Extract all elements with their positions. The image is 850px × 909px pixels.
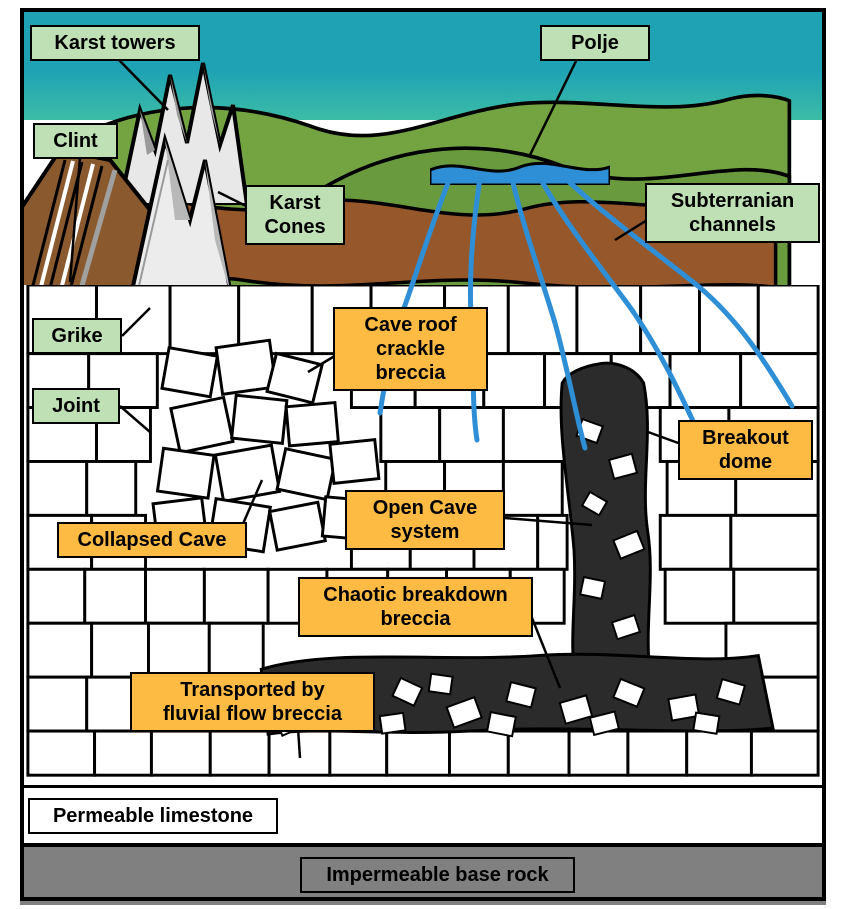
label-open-cave: Open Cave system xyxy=(345,490,505,550)
label-subterranean: Subterranian channels xyxy=(645,183,820,243)
label-polje: Polje xyxy=(540,25,650,61)
label-transported: Transported by fluvial flow breccia xyxy=(130,672,375,732)
label-joint: Joint xyxy=(32,388,120,424)
label-karst-towers: Karst towers xyxy=(30,25,200,61)
karst-diagram: Karst towers Polje Clint Karst Cones Sub… xyxy=(0,0,850,909)
label-karst-cones: Karst Cones xyxy=(245,185,345,245)
label-collapsed-cave: Collapsed Cave xyxy=(57,522,247,558)
label-cave-roof: Cave roof crackle breccia xyxy=(333,307,488,391)
label-permeable: Permeable limestone xyxy=(28,798,278,834)
label-grike: Grike xyxy=(32,318,122,354)
label-chaotic: Chaotic breakdown breccia xyxy=(298,577,533,637)
karst-cones-icon xyxy=(120,130,260,300)
label-breakout-dome: Breakout dome xyxy=(678,420,813,480)
label-base-rock: Impermeable base rock xyxy=(300,857,575,893)
label-clint: Clint xyxy=(33,123,118,159)
